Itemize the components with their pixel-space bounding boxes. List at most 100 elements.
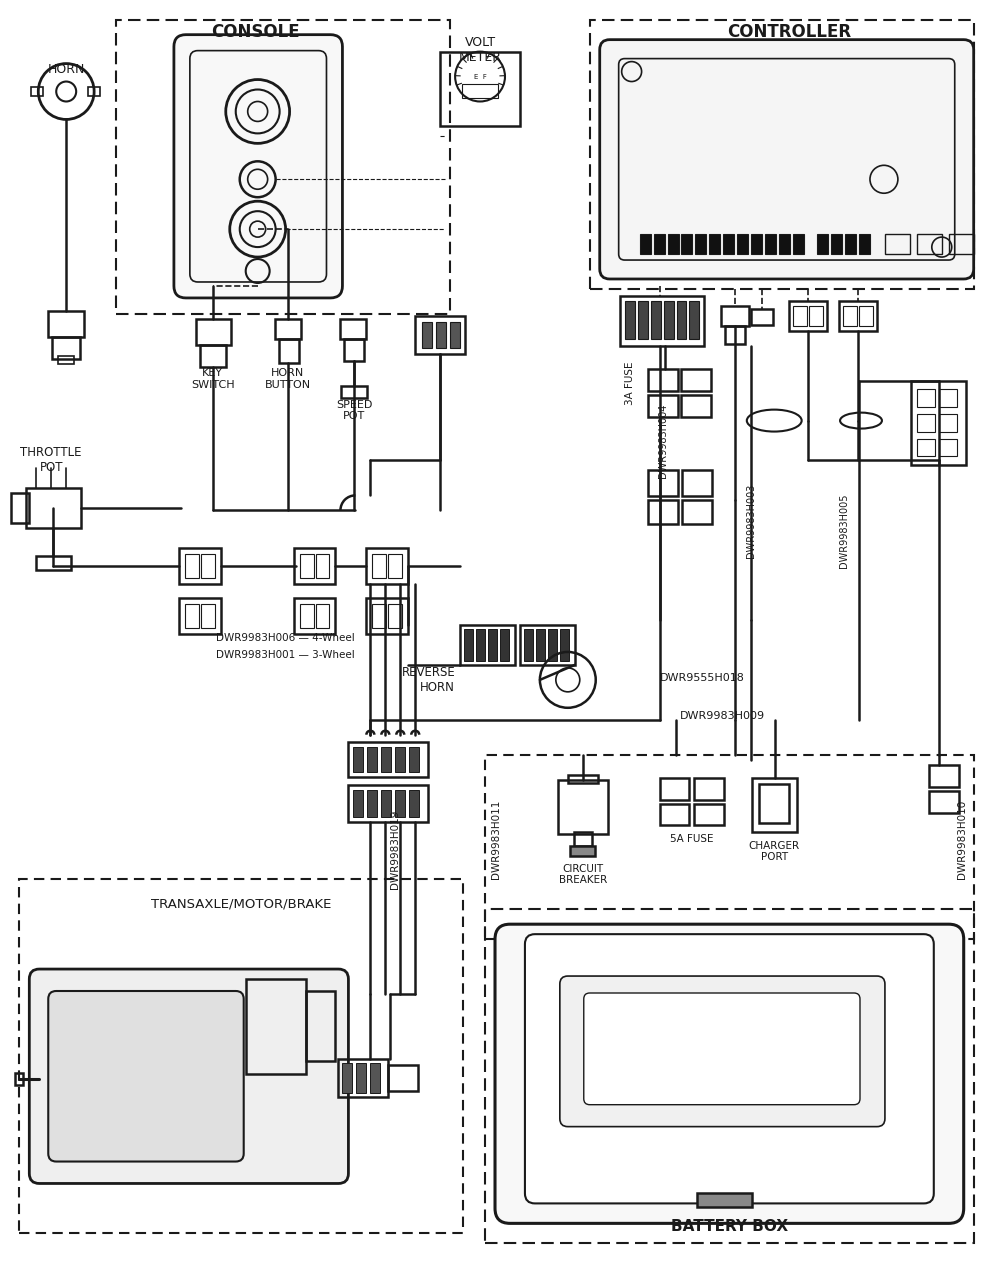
Bar: [752, 778, 797, 832]
Text: DWR9983H005: DWR9983H005: [839, 493, 849, 568]
Bar: [721, 305, 749, 326]
Bar: [751, 234, 762, 255]
Bar: [15, 1073, 23, 1085]
Text: DWR9983H019: DWR9983H019: [390, 810, 400, 889]
Bar: [388, 604, 402, 628]
Bar: [388, 1064, 418, 1091]
Bar: [26, 488, 81, 528]
Bar: [939, 438, 957, 456]
Bar: [436, 322, 446, 348]
Text: BATTERY BOX: BATTERY BOX: [671, 1219, 788, 1234]
Bar: [341, 385, 367, 398]
Bar: [681, 234, 692, 255]
Bar: [367, 789, 377, 817]
Text: HORN: HORN: [48, 63, 85, 76]
Bar: [367, 746, 377, 772]
Bar: [348, 784, 428, 822]
FancyBboxPatch shape: [560, 976, 885, 1126]
Bar: [548, 628, 557, 661]
Bar: [485, 910, 974, 1243]
Bar: [340, 319, 366, 338]
Bar: [574, 832, 592, 846]
Bar: [294, 549, 335, 584]
Bar: [19, 879, 463, 1233]
Text: DWR9983H004: DWR9983H004: [658, 403, 668, 478]
Text: 3A FUSE: 3A FUSE: [625, 362, 635, 405]
Bar: [440, 52, 520, 127]
Bar: [640, 234, 651, 255]
Bar: [294, 598, 335, 634]
Bar: [681, 369, 711, 390]
Bar: [929, 791, 959, 812]
Bar: [36, 556, 71, 570]
Text: E  F: E F: [474, 73, 486, 80]
Bar: [381, 789, 391, 817]
Text: DWR9983H001 — 3-Wheel: DWR9983H001 — 3-Wheel: [216, 650, 355, 660]
FancyBboxPatch shape: [600, 39, 974, 279]
Bar: [116, 20, 450, 314]
Bar: [395, 789, 405, 817]
Bar: [917, 413, 935, 432]
Bar: [201, 604, 215, 628]
Bar: [342, 1063, 352, 1092]
Text: TRANSAXLE/MOTOR/BRAKE: TRANSAXLE/MOTOR/BRAKE: [151, 898, 331, 911]
Bar: [859, 234, 870, 255]
Bar: [751, 309, 773, 324]
Bar: [462, 84, 498, 99]
Bar: [625, 302, 635, 338]
Bar: [831, 234, 842, 255]
Text: 5A FUSE: 5A FUSE: [670, 835, 713, 844]
Text: CIRCUIT
BREAKER: CIRCUIT BREAKER: [559, 864, 607, 886]
Bar: [817, 234, 828, 255]
Bar: [809, 305, 823, 326]
FancyBboxPatch shape: [48, 991, 244, 1162]
Bar: [381, 746, 391, 772]
Text: DWR9555H018: DWR9555H018: [660, 673, 744, 683]
Text: CONTROLLER: CONTROLLER: [727, 23, 851, 41]
Bar: [660, 778, 689, 799]
Bar: [488, 628, 497, 661]
Bar: [779, 234, 790, 255]
Bar: [246, 979, 306, 1073]
Bar: [620, 296, 704, 346]
Bar: [843, 305, 857, 326]
Bar: [316, 554, 329, 578]
Bar: [558, 779, 608, 835]
FancyBboxPatch shape: [29, 969, 348, 1183]
Bar: [476, 628, 485, 661]
Bar: [344, 338, 364, 361]
Bar: [694, 803, 724, 826]
Bar: [316, 604, 329, 628]
Bar: [654, 234, 665, 255]
Bar: [460, 625, 515, 665]
Text: DWR9983H009: DWR9983H009: [680, 711, 765, 721]
Bar: [520, 625, 575, 665]
Bar: [11, 493, 29, 523]
Bar: [409, 746, 419, 772]
Bar: [524, 628, 533, 661]
Bar: [695, 234, 706, 255]
Bar: [859, 305, 873, 326]
Bar: [949, 234, 974, 255]
Bar: [570, 846, 595, 856]
Bar: [638, 302, 648, 338]
Bar: [338, 1059, 388, 1097]
Text: HORN
BUTTON: HORN BUTTON: [265, 367, 311, 389]
Bar: [422, 322, 432, 348]
Bar: [450, 322, 460, 348]
Bar: [648, 500, 678, 525]
Bar: [409, 789, 419, 817]
Text: DWR9983H011: DWR9983H011: [491, 799, 501, 879]
Bar: [648, 394, 678, 417]
Bar: [885, 234, 910, 255]
Bar: [793, 234, 804, 255]
Bar: [366, 549, 408, 584]
Bar: [648, 369, 678, 390]
Bar: [500, 628, 509, 661]
Bar: [370, 1063, 380, 1092]
Bar: [664, 302, 674, 338]
Bar: [845, 234, 856, 255]
Bar: [279, 338, 299, 362]
Bar: [185, 604, 199, 628]
Bar: [395, 746, 405, 772]
